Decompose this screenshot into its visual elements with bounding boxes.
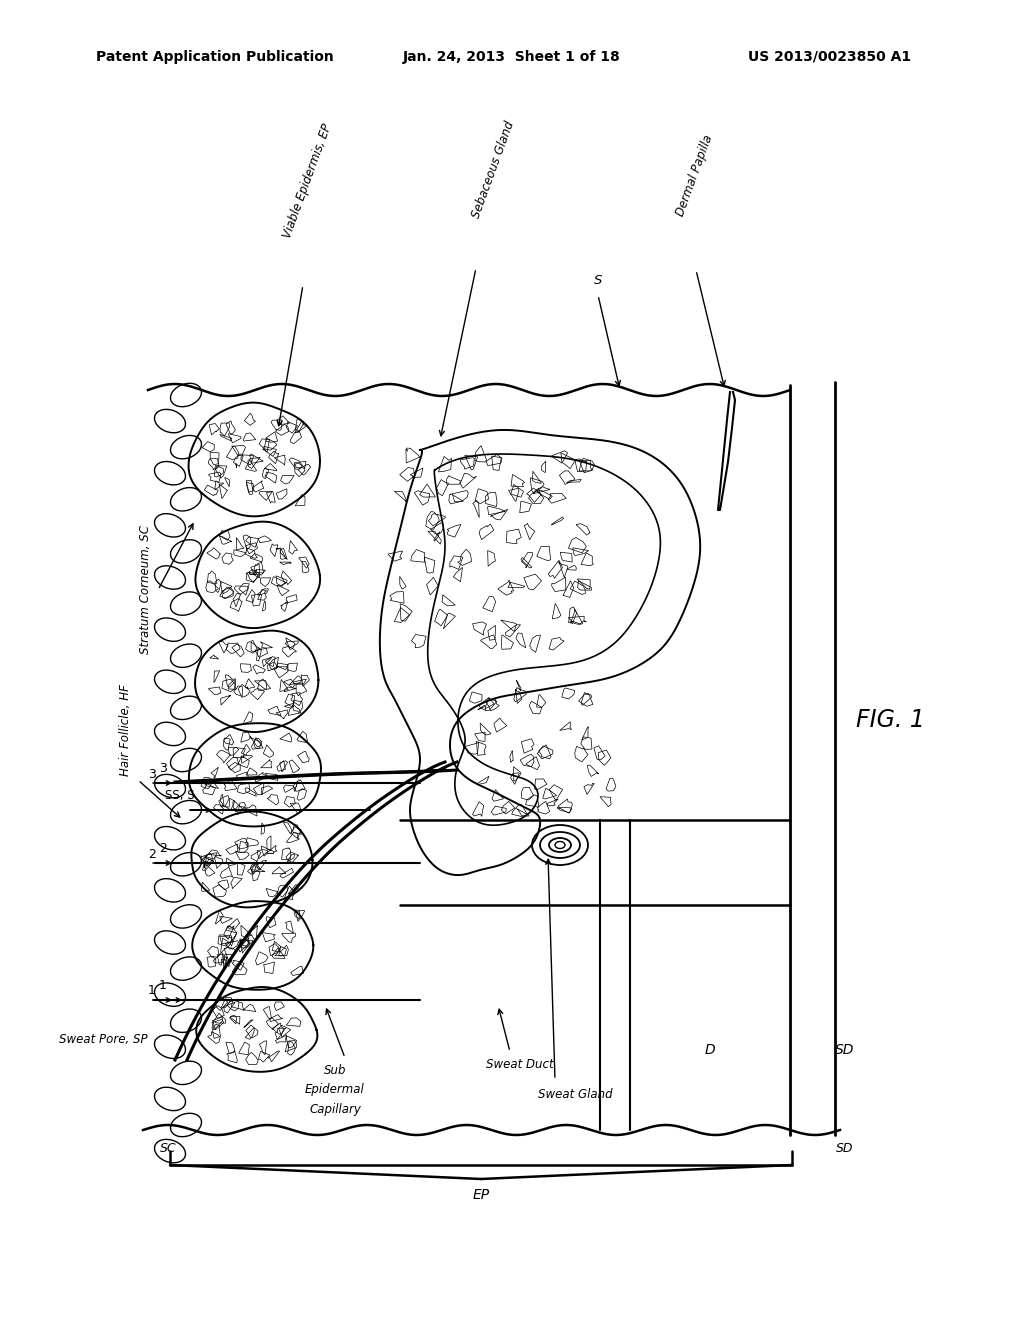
- Text: EP: EP: [472, 1188, 489, 1203]
- Text: D: D: [705, 1043, 716, 1057]
- Text: Jan. 24, 2013  Sheet 1 of 18: Jan. 24, 2013 Sheet 1 of 18: [403, 50, 621, 63]
- Text: S: S: [594, 273, 602, 286]
- Text: 3: 3: [148, 767, 156, 780]
- Text: Sweat Duct: Sweat Duct: [486, 1059, 554, 1072]
- Text: Stratum Corneum, SC: Stratum Corneum, SC: [138, 525, 152, 655]
- Text: Sub: Sub: [324, 1064, 346, 1077]
- Text: 2: 2: [148, 847, 156, 861]
- Text: 1: 1: [159, 979, 167, 993]
- Text: SC: SC: [160, 1142, 176, 1155]
- Text: Viable Epidermis, EP: Viable Epidermis, EP: [282, 121, 335, 240]
- Text: Capillary: Capillary: [309, 1104, 360, 1117]
- Text: 3: 3: [159, 762, 167, 775]
- Text: US 2013/0023850 A1: US 2013/0023850 A1: [749, 50, 911, 63]
- Text: Sebaceous Gland: Sebaceous Gland: [469, 119, 517, 220]
- Text: Dermal Papilla: Dermal Papilla: [674, 133, 716, 218]
- Text: Sweat Gland: Sweat Gland: [538, 1089, 612, 1101]
- Text: Sweat Pore, SP: Sweat Pore, SP: [59, 1034, 148, 1047]
- Text: 2: 2: [159, 842, 167, 855]
- Text: Patent Application Publication: Patent Application Publication: [96, 50, 334, 63]
- Text: Epidermal: Epidermal: [305, 1084, 365, 1097]
- Text: FIG. 1: FIG. 1: [856, 708, 925, 733]
- Text: 1: 1: [148, 985, 156, 998]
- Text: SD: SD: [836, 1043, 855, 1057]
- Text: SS, S: SS, S: [165, 788, 195, 801]
- Text: SD: SD: [837, 1142, 854, 1155]
- Text: Hair Follicle, HF: Hair Follicle, HF: [119, 684, 131, 776]
